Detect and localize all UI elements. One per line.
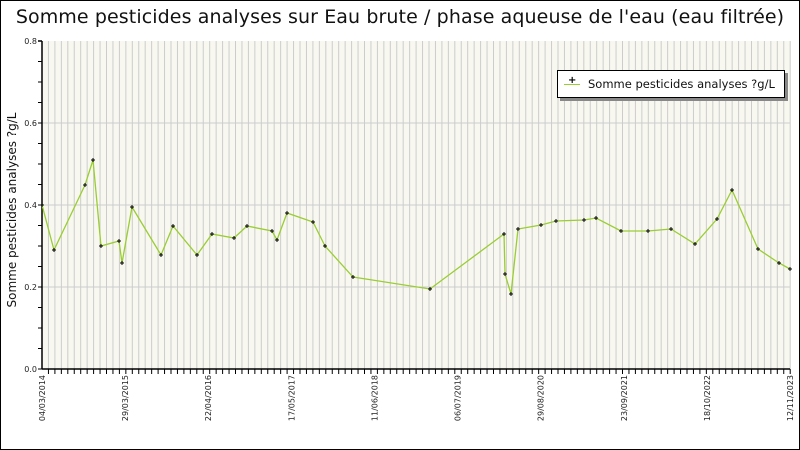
legend-label: Somme pesticides analyses ?g/L <box>588 77 775 91</box>
svg-text:22/04/2016: 22/04/2016 <box>204 375 213 421</box>
data-point-markers <box>40 158 792 296</box>
x-tick-labels: 04/03/2014 29/03/2015 22/04/2016 17/05/2017… <box>38 375 795 421</box>
svg-text:29/08/2020: 29/08/2020 <box>537 375 546 421</box>
svg-text:12/11/2023: 12/11/2023 <box>786 375 795 421</box>
svg-text:06/07/2019: 06/07/2019 <box>454 375 463 421</box>
svg-text:11/06/2018: 11/06/2018 <box>370 375 379 421</box>
chart-title: Somme pesticides analyses sur Eau brute … <box>15 6 785 28</box>
svg-text:23/09/2021: 23/09/2021 <box>620 375 629 421</box>
svg-text:29/03/2015: 29/03/2015 <box>121 375 130 421</box>
legend-line-marker-icon <box>564 75 580 89</box>
svg-text:18/10/2022: 18/10/2022 <box>703 375 712 421</box>
svg-text:17/05/2017: 17/05/2017 <box>287 375 296 421</box>
y-axis-label: Somme pesticides analyses ?g/L <box>5 112 19 307</box>
svg-text:0.4: 0.4 <box>24 201 37 210</box>
svg-text:0.2: 0.2 <box>24 283 37 292</box>
legend: Somme pesticides analyses ?g/L <box>557 70 785 98</box>
svg-text:0.6: 0.6 <box>24 119 37 128</box>
svg-text:0.0: 0.0 <box>24 365 37 374</box>
svg-text:0.8: 0.8 <box>24 37 37 46</box>
svg-text:04/03/2014: 04/03/2014 <box>38 375 47 421</box>
data-series-line <box>41 159 791 295</box>
y-tick-labels: 0.0 0.2 0.4 0.6 0.8 <box>24 37 37 374</box>
